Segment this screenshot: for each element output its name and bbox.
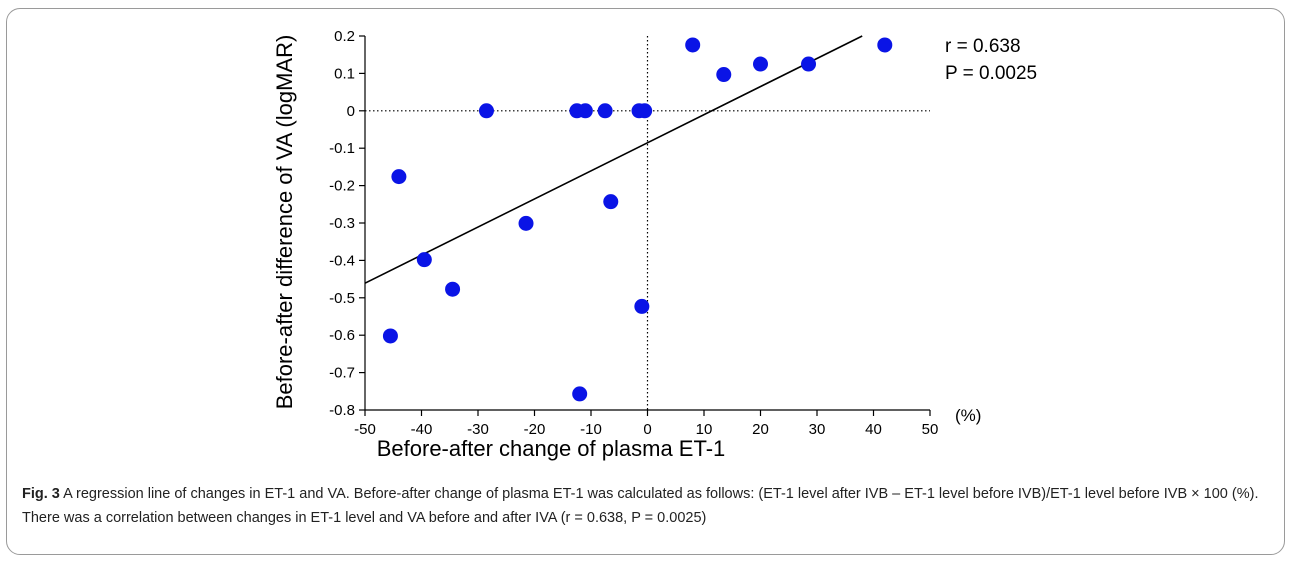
y-tick-label: -0.8 — [329, 402, 355, 419]
data-point — [518, 215, 534, 231]
data-point — [685, 37, 701, 53]
x-tick-label: -10 — [580, 421, 602, 438]
data-point — [416, 252, 432, 268]
y-tick-label: -0.1 — [329, 140, 355, 157]
data-point — [877, 37, 893, 53]
data-point — [801, 56, 817, 72]
x-tick-label: -40 — [411, 421, 433, 438]
data-point — [572, 386, 588, 402]
data-points — [382, 37, 893, 402]
y-axis-label: Before-after difference of VA (logMAR) — [272, 35, 297, 410]
regression-line — [364, 35, 863, 284]
y-tick-label: -0.4 — [329, 252, 355, 269]
data-point — [478, 103, 494, 119]
x-axis-label: Before-after change of plasma ET-1 — [377, 436, 726, 461]
x-tick-label: 50 — [922, 421, 939, 438]
y-tick-label: -0.2 — [329, 178, 355, 195]
chart-labels: Before-after change of plasma ET-1 (%) B… — [272, 35, 1037, 461]
data-point — [634, 298, 650, 314]
y-tick-label: 0 — [347, 103, 355, 120]
x-tick-label: 20 — [752, 421, 769, 438]
data-point — [597, 103, 613, 119]
data-point — [637, 103, 653, 119]
y-tick-label: -0.3 — [329, 215, 355, 232]
data-point — [753, 56, 768, 72]
x-tick-label: 40 — [865, 421, 882, 438]
p-value-annotation: P = 0.0025 — [945, 63, 1037, 84]
caption-text: A regression line of changes in ET-1 and… — [22, 486, 1259, 526]
data-point — [391, 169, 407, 185]
r-value-annotation: r = 0.638 — [945, 36, 1021, 57]
x-tick-label: 0 — [643, 421, 651, 438]
x-tick-label: 10 — [696, 421, 713, 438]
x-tick-label: 30 — [809, 421, 826, 438]
data-point — [382, 328, 398, 344]
reference-lines — [365, 36, 930, 410]
scatter-chart: -50 -40 -30 -20 -10 0 10 20 30 40 50 0.2 0.1 0 -0.1 -0.… — [272, 28, 1037, 461]
data-point — [577, 103, 593, 119]
x-tick-label: -30 — [467, 421, 489, 438]
figure-frame — [6, 8, 1285, 555]
x-axis-unit: (%) — [955, 406, 981, 425]
y-tick-label: -0.5 — [329, 290, 355, 307]
data-point — [603, 194, 619, 210]
figure-caption: Fig. 3 A regression line of changes in E… — [22, 482, 1272, 530]
y-tick-label: -0.7 — [329, 365, 355, 382]
y-tick-label: -0.6 — [329, 327, 355, 344]
x-tick-label: -50 — [354, 421, 376, 438]
data-point — [716, 67, 732, 83]
y-tick-label: 0.1 — [334, 65, 355, 82]
chart-axes: -50 -40 -30 -20 -10 0 10 20 30 40 50 0.2 0.1 0 -0.1 -0.… — [329, 28, 938, 438]
y-tick-label: 0.2 — [334, 28, 355, 45]
regression-line-group — [364, 35, 863, 284]
x-tick-label: -20 — [524, 421, 546, 438]
data-point — [445, 281, 461, 297]
caption-label: Fig. 3 — [22, 486, 60, 502]
